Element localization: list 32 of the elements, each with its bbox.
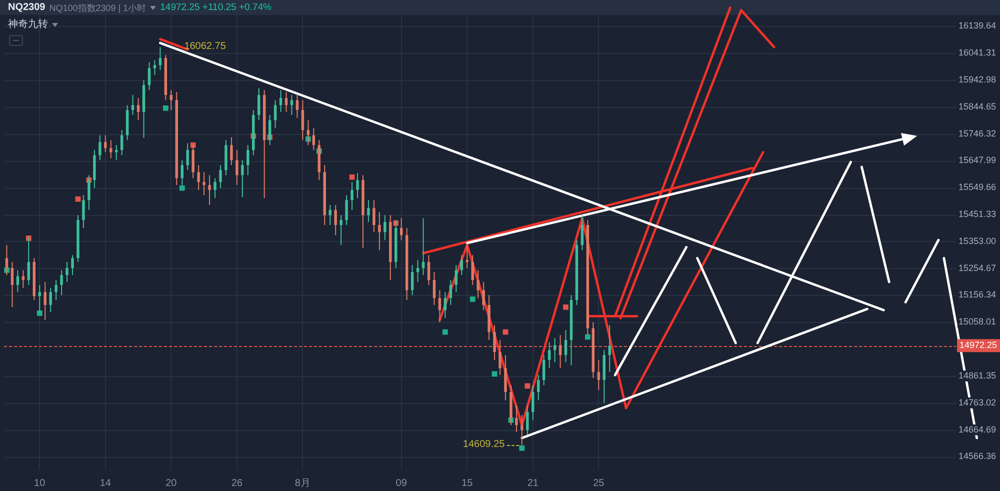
annotation: 神奇九转 (8, 19, 48, 31)
y-tick-label: 16041.31 (958, 48, 996, 58)
y-tick-label: 14861.35 (958, 370, 996, 380)
chart-title: NQ2309 (8, 2, 46, 14)
x-tick-label: 10 (34, 478, 46, 489)
y-tick-label: 15451.33 (958, 209, 996, 219)
y-tick-label: 15746.32 (958, 128, 996, 138)
x-tick-label: 8月 (294, 478, 310, 489)
y-tick-label: 16139.64 (958, 20, 996, 31)
x-tick-label: 09 (396, 478, 408, 489)
y-tick-label: 15254.67 (958, 262, 996, 273)
x-tick-label: 14 (100, 478, 112, 489)
annotation: 16062.75 (184, 41, 226, 54)
x-tick-label: 25 (593, 478, 605, 489)
y-tick-label: 15549.66 (958, 182, 996, 192)
ref-line-label: 14972.25 (959, 340, 997, 350)
y-tick-label: 15844.65 (958, 101, 996, 112)
x-tick-label: 15 (462, 478, 474, 489)
annotation: 14609.25 (462, 439, 505, 452)
y-tick-label: 15353.00 (958, 236, 996, 246)
chart-subtitle: NQ100指数2309 | 1小时 (49, 2, 146, 14)
y-tick-label: 14566.36 (958, 451, 996, 462)
x-tick-label: 21 (527, 478, 539, 489)
y-tick-label: 14763.02 (958, 397, 996, 408)
y-tick-label: 15058.01 (958, 316, 996, 327)
y-tick-label: 15647.99 (958, 155, 996, 166)
annotation: 14972.25 +110.25 +0.74% (160, 2, 272, 14)
x-tick-label: 20 (166, 478, 178, 489)
x-tick-label: 26 (231, 478, 243, 489)
y-tick-label: 14664.69 (958, 424, 996, 434)
y-tick-label: 15942.98 (958, 74, 996, 84)
y-tick-label: 15156.34 (958, 290, 996, 300)
